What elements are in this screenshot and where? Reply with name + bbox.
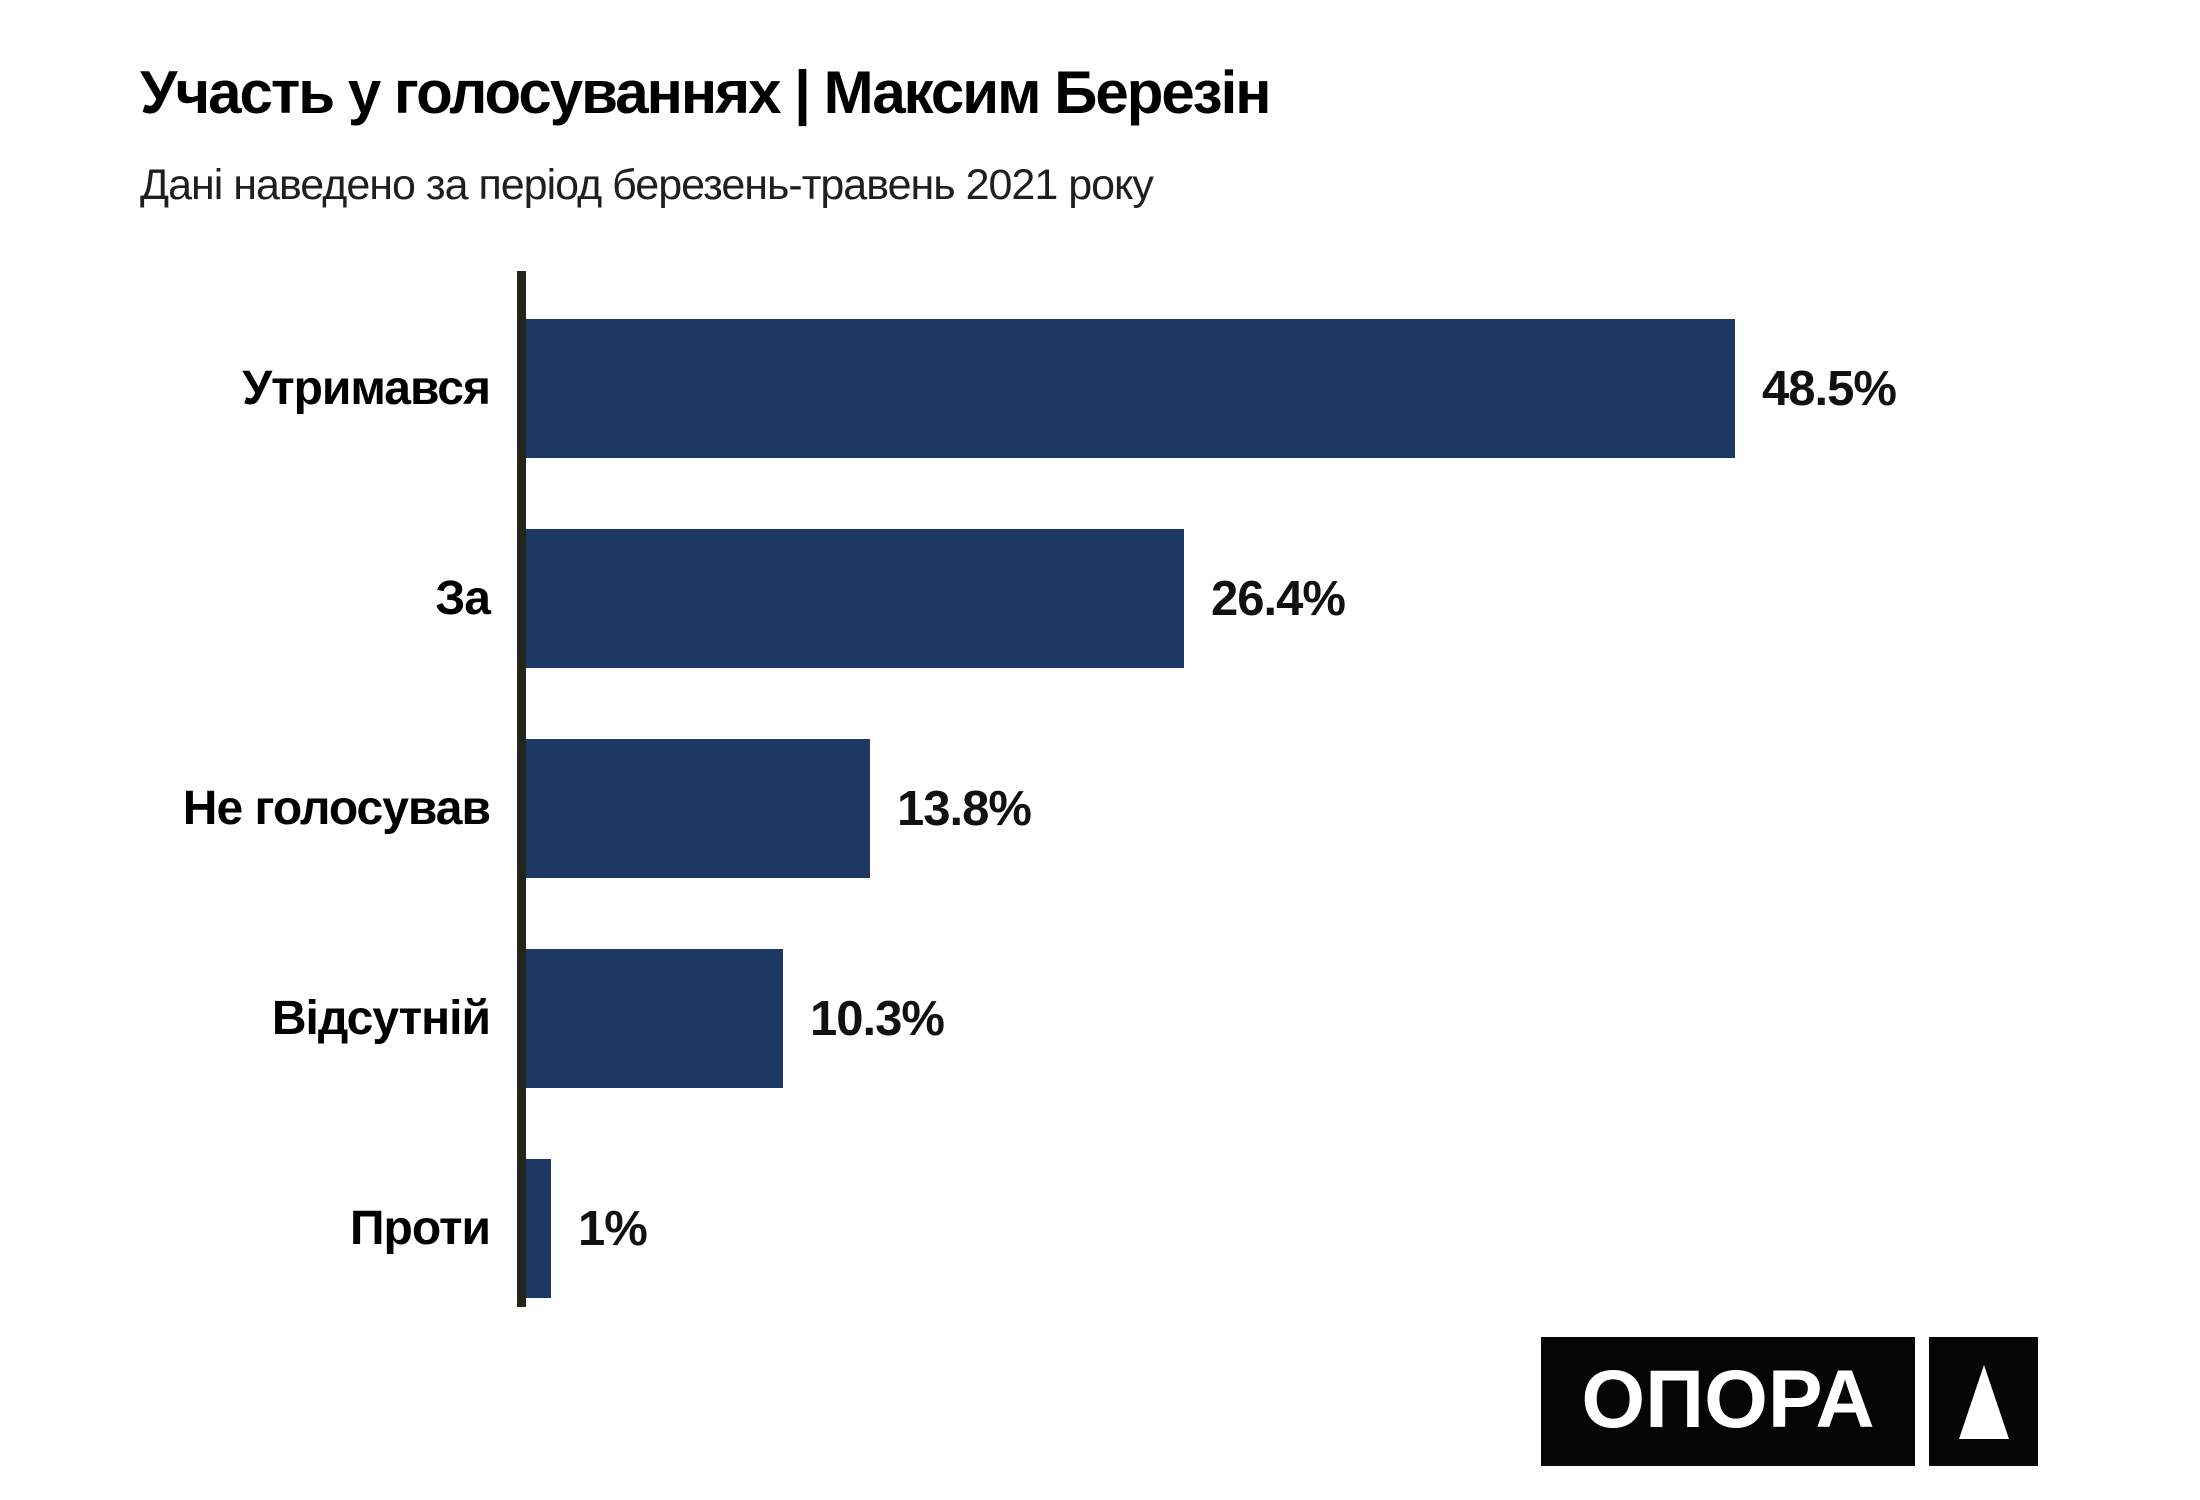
value-label: 10.3% bbox=[810, 991, 945, 1046]
opora-logo: ОПОРА bbox=[1541, 1337, 2038, 1466]
chart-subtitle: Дані наведено за період березень-травень… bbox=[140, 161, 1154, 209]
bar-row: Утримався 48.5% bbox=[0, 319, 2200, 458]
value-label: 48.5% bbox=[1762, 361, 1897, 416]
triangle-icon bbox=[1958, 1364, 2009, 1439]
chart-title: Участь у голосуваннях | Максим Березін bbox=[140, 59, 1271, 126]
y-axis-line bbox=[517, 271, 526, 1307]
bar bbox=[526, 949, 783, 1088]
bar bbox=[526, 319, 1735, 458]
category-label: Утримався bbox=[242, 362, 491, 415]
bar bbox=[526, 1159, 551, 1298]
bar-row: Проти 1% bbox=[0, 1159, 2200, 1298]
opora-logo-symbol-box bbox=[1929, 1337, 2038, 1466]
opora-logo-divider bbox=[1915, 1337, 1929, 1466]
value-label: 26.4% bbox=[1211, 571, 1346, 626]
bar-row: Відсутній 10.3% bbox=[0, 949, 2200, 1088]
value-label: 1% bbox=[578, 1201, 648, 1256]
category-label: Відсутній bbox=[271, 992, 491, 1045]
bar bbox=[526, 739, 870, 878]
category-label: Не голосував bbox=[182, 782, 491, 835]
bar-row: За 26.4% bbox=[0, 529, 2200, 668]
bar-row: Не голосував 13.8% bbox=[0, 739, 2200, 878]
value-label: 13.8% bbox=[897, 781, 1032, 836]
opora-logo-wordmark-box: ОПОРА bbox=[1541, 1337, 1915, 1466]
category-label: Проти bbox=[350, 1202, 491, 1255]
opora-logo-text: ОПОРА bbox=[1581, 1353, 1875, 1445]
category-label: За bbox=[435, 572, 491, 625]
bar bbox=[526, 529, 1184, 668]
